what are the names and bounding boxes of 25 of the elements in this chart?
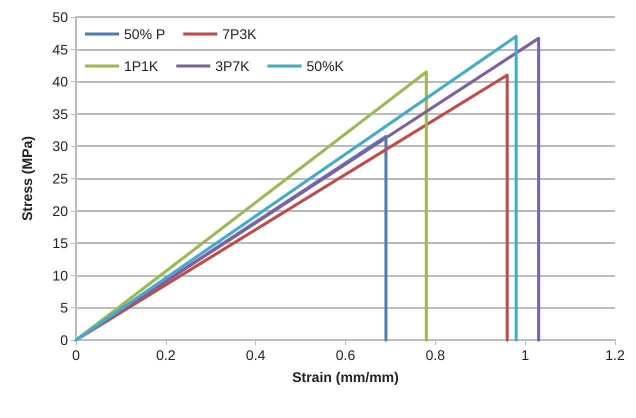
x-tick-label: 0.6 [336,347,356,363]
y-tick-label: 50 [52,9,68,25]
x-tick-label: 1.2 [605,347,625,363]
y-axis-title: Stress (MPa) [19,136,35,221]
x-axis-title: Strain (mm/mm) [292,369,399,385]
y-tick-label: 5 [60,300,68,316]
y-tick-label: 45 [52,41,68,58]
legend-label: 1P1K [124,58,159,74]
x-tick-label: 0 [72,347,80,363]
x-tick-label: 0.4 [246,347,266,363]
y-tick-label: 0 [60,332,68,348]
y-tick-label: 30 [52,138,68,154]
x-tick-label: 1 [521,347,530,363]
legend-label: 3P7K [215,58,250,74]
x-tick-label: 0.8 [426,347,446,363]
y-tick-label: 25 [52,170,68,186]
legend-label: 50%K [306,58,345,74]
y-tick-label: 10 [52,267,68,284]
legend-label: 7P3K [222,26,258,42]
y-tick-label: 15 [52,235,68,252]
x-tick-label: 0.2 [156,347,176,363]
legend-label: 50% P [124,26,166,42]
y-tick-label: 20 [52,202,68,219]
y-tick-label: 40 [52,74,68,90]
y-tick-label: 35 [52,106,68,122]
